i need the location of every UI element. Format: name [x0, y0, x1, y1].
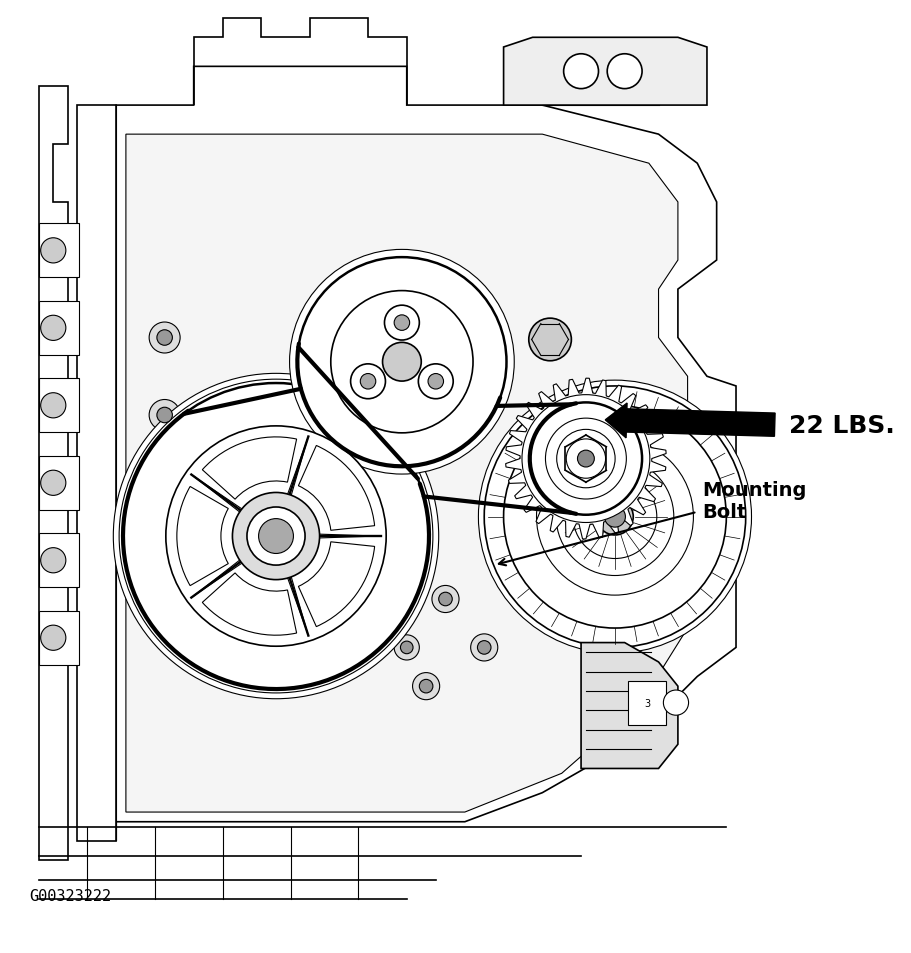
- Circle shape: [418, 364, 453, 399]
- Circle shape: [157, 331, 172, 346]
- Circle shape: [596, 498, 632, 536]
- Polygon shape: [116, 68, 735, 841]
- Circle shape: [556, 430, 614, 488]
- Circle shape: [521, 395, 650, 523]
- Circle shape: [41, 471, 66, 496]
- Wedge shape: [202, 574, 296, 636]
- Circle shape: [350, 364, 385, 399]
- Circle shape: [149, 400, 180, 431]
- Circle shape: [503, 406, 725, 628]
- Circle shape: [247, 507, 304, 565]
- Circle shape: [419, 679, 433, 693]
- Circle shape: [607, 54, 641, 90]
- Circle shape: [529, 403, 641, 516]
- Circle shape: [662, 690, 688, 716]
- Circle shape: [556, 458, 673, 576]
- Bar: [38, 456, 79, 511]
- Text: Mounting
Bolt: Mounting Bolt: [701, 480, 805, 521]
- FancyArrow shape: [605, 403, 774, 438]
- Polygon shape: [503, 38, 706, 106]
- Text: 3: 3: [643, 698, 650, 708]
- Circle shape: [470, 634, 497, 661]
- Circle shape: [477, 641, 490, 655]
- Circle shape: [432, 586, 458, 613]
- Circle shape: [604, 507, 625, 528]
- Circle shape: [427, 375, 443, 390]
- Circle shape: [113, 374, 438, 699]
- Circle shape: [259, 519, 293, 554]
- Wedge shape: [202, 437, 296, 499]
- Circle shape: [394, 315, 409, 331]
- Circle shape: [528, 319, 571, 361]
- Circle shape: [394, 635, 419, 660]
- Circle shape: [331, 292, 473, 434]
- Bar: [38, 378, 79, 433]
- Polygon shape: [38, 87, 67, 861]
- Wedge shape: [298, 542, 374, 627]
- Circle shape: [123, 384, 428, 689]
- Circle shape: [119, 379, 433, 693]
- Bar: [38, 301, 79, 355]
- Circle shape: [41, 394, 66, 418]
- Circle shape: [41, 315, 66, 341]
- Circle shape: [149, 323, 180, 354]
- Polygon shape: [126, 135, 687, 812]
- Circle shape: [577, 451, 594, 468]
- Circle shape: [478, 381, 751, 654]
- Circle shape: [536, 438, 692, 596]
- Circle shape: [400, 641, 413, 654]
- Polygon shape: [77, 106, 116, 841]
- Circle shape: [41, 548, 66, 574]
- Circle shape: [232, 493, 319, 580]
- Circle shape: [290, 250, 514, 475]
- Circle shape: [545, 418, 626, 499]
- Circle shape: [41, 238, 66, 264]
- Circle shape: [360, 375, 375, 390]
- Circle shape: [382, 343, 421, 382]
- Circle shape: [297, 258, 506, 467]
- Bar: [627, 681, 666, 725]
- Circle shape: [166, 426, 385, 646]
- Text: G00323222: G00323222: [29, 887, 111, 902]
- Circle shape: [412, 673, 439, 700]
- Polygon shape: [505, 378, 665, 539]
- Circle shape: [41, 625, 66, 651]
- Wedge shape: [298, 446, 374, 531]
- Bar: [38, 534, 79, 588]
- Circle shape: [566, 439, 605, 478]
- Text: 22 LBS.: 22 LBS.: [788, 414, 894, 437]
- Circle shape: [438, 593, 452, 606]
- Circle shape: [157, 408, 172, 423]
- Wedge shape: [177, 487, 228, 586]
- Polygon shape: [580, 643, 677, 769]
- Circle shape: [563, 54, 598, 90]
- Bar: [38, 611, 79, 665]
- Bar: [38, 224, 79, 278]
- Circle shape: [484, 387, 745, 648]
- Circle shape: [384, 306, 419, 340]
- Circle shape: [572, 476, 656, 558]
